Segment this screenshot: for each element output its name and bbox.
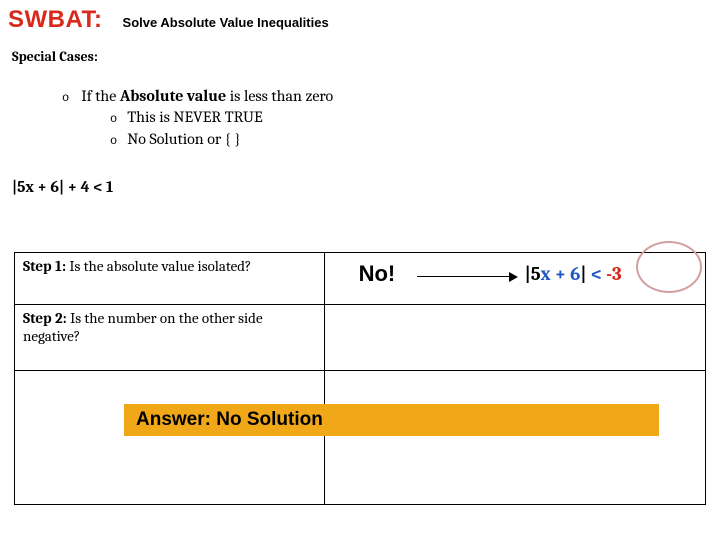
step1-label: Step 1: (23, 257, 66, 275)
steps-table: Step 1: Is the absolute value isolated? … (14, 252, 706, 505)
table-row: Step 1: Is the absolute value isolated? … (15, 253, 706, 305)
bullet-icon: o (62, 91, 69, 105)
step2-label: Step 2: (23, 309, 67, 327)
step3-answer-cell (324, 371, 705, 505)
sub-bullet-text: This is NEVER TRUE (127, 107, 263, 129)
table-row: Step 2: Is the number on the other side … (15, 305, 706, 371)
bullet-icon: o (110, 111, 117, 127)
sub-bullet-2: o No Solution or { } (110, 129, 720, 151)
arrow-head-icon (509, 272, 518, 282)
sub-bullet-text: No Solution or { } (127, 129, 241, 151)
highlight-oval (636, 241, 702, 293)
step1-text: Is the absolute value isolated? (66, 257, 251, 275)
sub-bullet-1: o This is NEVER TRUE (110, 107, 720, 129)
answer-text: Answer: No Solution (136, 409, 323, 431)
header: SWBAT: Solve Absolute Value Inequalities (0, 0, 720, 36)
bullet-suffix: is less than zero (226, 87, 333, 105)
step2-cell: Step 2: Is the number on the other side … (15, 305, 325, 371)
special-cases-heading: Special Cases: (0, 36, 720, 65)
expr-bar1: |5 (525, 263, 541, 285)
swbat-label: SWBAT: (8, 6, 103, 34)
expr-var: x + 6 (541, 263, 581, 285)
answer-banner: Answer: No Solution (124, 404, 659, 436)
no-answer: No! (359, 261, 396, 287)
table-row (15, 371, 706, 505)
sub-bullets: o This is NEVER TRUE o No Solution or { … (0, 105, 720, 150)
step3-cell (15, 371, 325, 505)
isolated-expression: |5x + 6| < -3 (525, 263, 622, 285)
step1-answer-cell: No! |5x + 6| < -3 (324, 253, 705, 305)
expr-lt: < (591, 263, 602, 285)
main-bullet-text: If the Absolute value is less than zero (81, 87, 333, 105)
expr-bar2: | (580, 263, 590, 285)
expr-neg: -3 (606, 263, 622, 285)
bullet-bold: Absolute value (120, 87, 226, 105)
bullet-icon: o (110, 133, 117, 149)
example-formula: |5x + 6| + 4 < 1 (0, 150, 720, 196)
step1-cell: Step 1: Is the absolute value isolated? (15, 253, 325, 305)
lesson-title: Solve Absolute Value Inequalities (123, 15, 329, 30)
main-bullet: o If the Absolute value is less than zer… (0, 65, 720, 105)
step2-answer-cell (324, 305, 705, 371)
bullet-prefix: If the (81, 87, 120, 105)
arrow-line (417, 276, 511, 277)
